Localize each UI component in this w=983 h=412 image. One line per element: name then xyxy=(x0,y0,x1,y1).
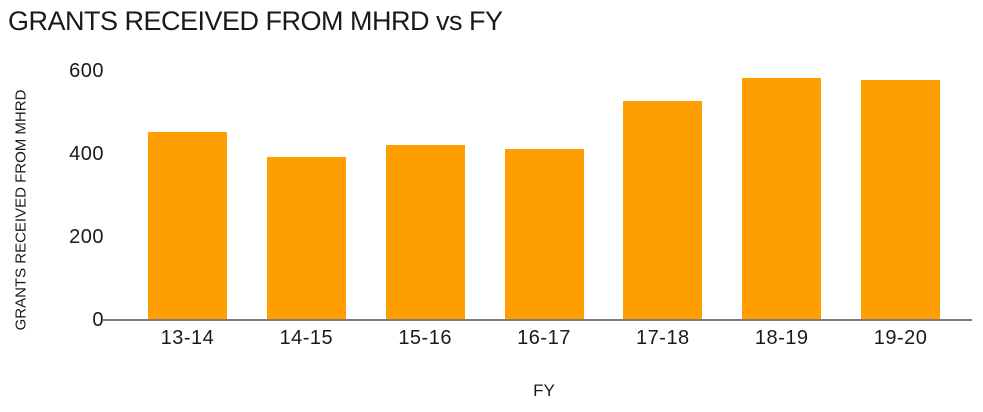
bar-15-16 xyxy=(385,144,465,319)
x-tick-label: 14-15 xyxy=(279,327,334,349)
bar-slot xyxy=(366,70,485,319)
bar-slot xyxy=(841,70,960,319)
x-tick-label: 13-14 xyxy=(160,327,215,349)
x-tick-label: 18-19 xyxy=(754,327,809,349)
bar-slot xyxy=(247,70,366,319)
x-axis-ticks: 13-14 14-15 15-16 16-17 17-18 18-19 19-20 xyxy=(128,327,960,350)
y-tick-label: 0 xyxy=(92,309,104,331)
bar-slot xyxy=(603,70,722,319)
plot-area xyxy=(128,70,960,319)
x-tick-label: 19-20 xyxy=(873,327,928,349)
y-axis-ticks: 0 200 400 600 xyxy=(0,0,104,412)
y-tick-label: 400 xyxy=(69,143,104,165)
y-tick-label: 200 xyxy=(69,226,104,248)
bar-17-18 xyxy=(623,101,703,319)
x-tick-label: 17-18 xyxy=(636,327,690,349)
bar-slot xyxy=(722,70,841,319)
x-tick-label: 15-16 xyxy=(398,327,452,349)
x-axis-line xyxy=(103,319,972,321)
bar-slot xyxy=(128,70,247,319)
chart-title: GRANTS RECEIVED FROM MHRD vs FY xyxy=(8,6,503,36)
x-axis-title: FY xyxy=(533,381,555,400)
bar-19-20 xyxy=(861,80,941,319)
y-tick-label: 600 xyxy=(69,60,104,82)
bar-14-15 xyxy=(266,157,346,319)
bar-13-14 xyxy=(147,132,227,319)
bar-18-19 xyxy=(742,78,822,319)
bar-slot xyxy=(485,70,604,319)
x-tick-label: 16-17 xyxy=(517,327,571,349)
bar-16-17 xyxy=(504,148,584,319)
